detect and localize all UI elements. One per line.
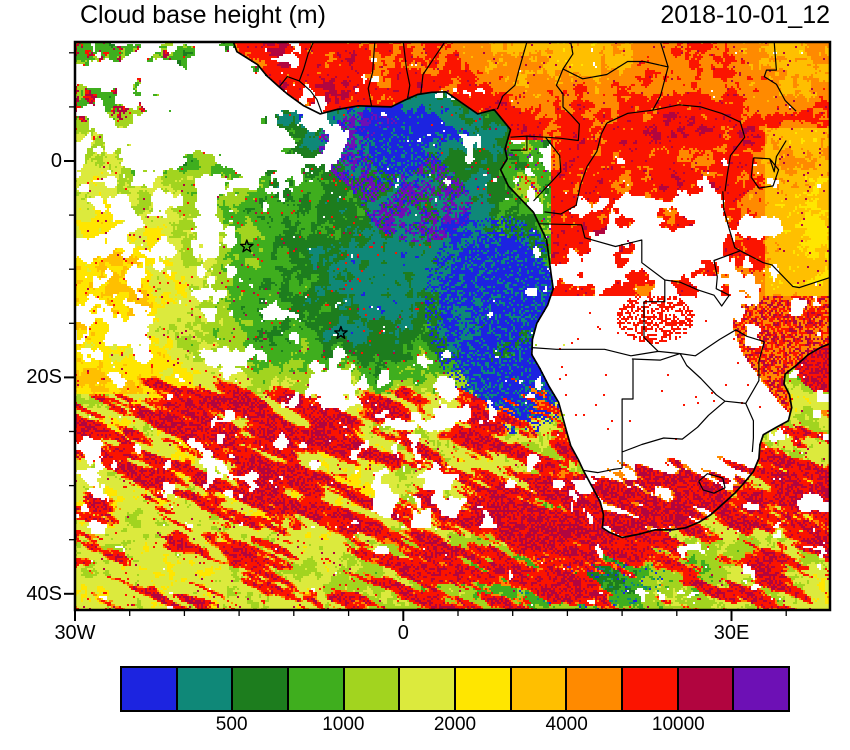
cloud-field-canvas xyxy=(75,42,830,610)
colorbar xyxy=(120,666,790,712)
x-axis-tick-label: 30E xyxy=(713,622,750,644)
colorbar-cell xyxy=(344,668,401,710)
x-axis-tick-label: 30W xyxy=(54,622,96,644)
colorbar-cell xyxy=(678,668,735,710)
colorbar-cell xyxy=(511,668,568,710)
colorbar-cell xyxy=(122,668,178,710)
colorbar-tick-label: 500 xyxy=(215,714,248,735)
timestamp-label: 2018-10-01_12 xyxy=(660,1,830,29)
y-axis-tick-label: 40S xyxy=(26,582,62,605)
colorbar-tick-label: 10000 xyxy=(651,714,705,735)
colorbar-cell xyxy=(177,668,234,710)
colorbar-tick-label: 4000 xyxy=(545,714,588,735)
colorbar-cell xyxy=(623,668,679,710)
plot-title: Cloud base height (m) xyxy=(80,1,326,29)
colorbar-cell xyxy=(456,668,512,710)
colorbar-cell xyxy=(233,668,290,710)
y-axis-tick-label: 0 xyxy=(50,150,62,172)
colorbar-cell xyxy=(400,668,457,710)
colorbar-cell xyxy=(567,668,624,710)
x-axis-tick-label: 0 xyxy=(397,622,409,644)
colorbar-cell xyxy=(289,668,345,710)
colorbar-tick-label: 2000 xyxy=(433,714,477,735)
colorbar-tick-label: 1000 xyxy=(322,714,365,735)
colorbar-cell xyxy=(734,668,789,710)
y-axis-tick-label: 20S xyxy=(26,366,62,389)
